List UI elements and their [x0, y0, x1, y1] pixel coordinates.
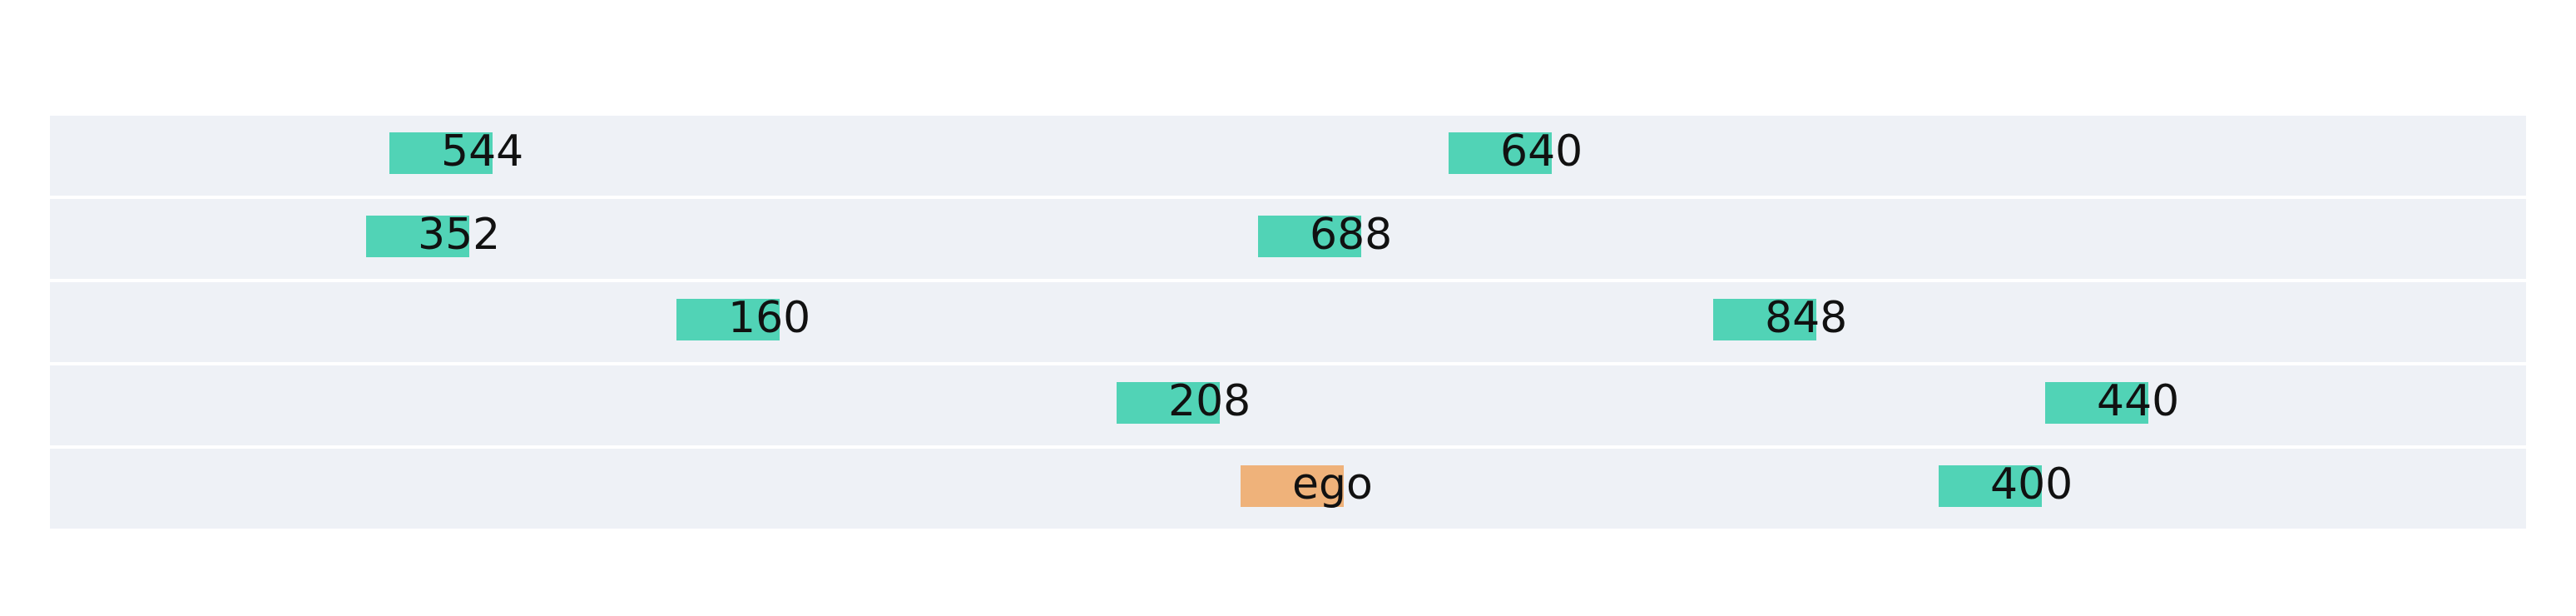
- vehicle: 352: [366, 210, 500, 260]
- vehicle-label: 440: [2097, 376, 2179, 426]
- vehicle-label: 544: [441, 127, 523, 176]
- vehicle-box: [2045, 382, 2148, 424]
- vehicle-label: 208: [1168, 376, 1251, 426]
- vehicle-label: 848: [1765, 293, 1847, 343]
- vehicle-label: 400: [1990, 460, 2073, 509]
- vehicle-box: [1117, 382, 1220, 424]
- vehicle: 640: [1449, 127, 1583, 176]
- vehicle: 848: [1713, 293, 1847, 343]
- vehicle-box: [676, 299, 780, 340]
- lane-3: [50, 282, 2526, 362]
- vehicles-layer: 544 640 352 688 160 848 208 440 ego 400: [366, 127, 2179, 509]
- vehicle-box: [1258, 216, 1361, 257]
- vehicle-box: [1713, 299, 1816, 340]
- vehicle-box: [389, 132, 493, 174]
- vehicle-label: 688: [1310, 210, 1392, 260]
- vehicle-box: [1449, 132, 1552, 174]
- vehicle-box: [1939, 465, 2042, 507]
- ego-vehicle-label: ego: [1292, 460, 1373, 509]
- vehicle: 440: [2045, 376, 2179, 426]
- vehicle: 400: [1939, 460, 2073, 509]
- vehicle-label: 352: [418, 210, 500, 260]
- vehicle: 688: [1258, 210, 1392, 260]
- vehicle: 208: [1117, 376, 1251, 426]
- vehicle: 544: [389, 127, 523, 176]
- vehicle-label: 640: [1500, 127, 1583, 176]
- vehicle: 160: [676, 293, 810, 343]
- ego-vehicle-box: [1241, 465, 1344, 507]
- ego-vehicle: ego: [1241, 460, 1373, 509]
- vehicle-label: 160: [728, 293, 810, 343]
- vehicle-box: [366, 216, 469, 257]
